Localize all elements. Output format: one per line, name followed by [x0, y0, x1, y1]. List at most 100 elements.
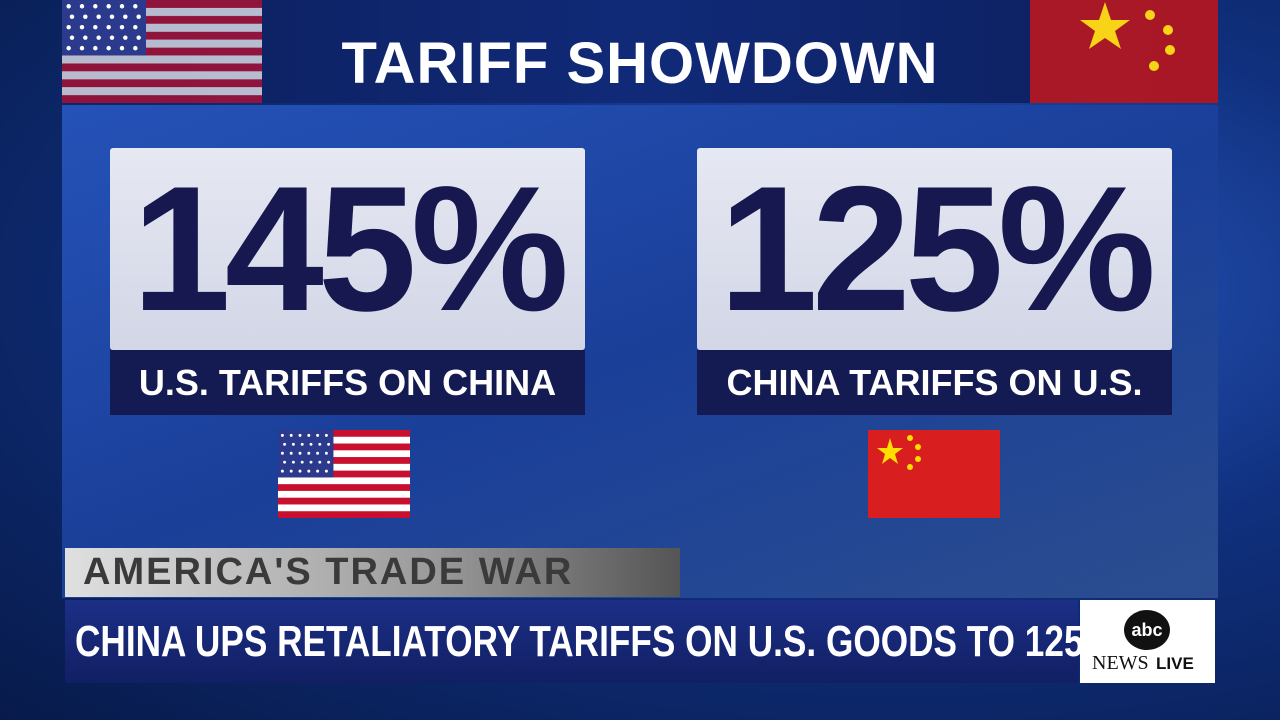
flag-stripe [62, 31, 262, 40]
flag-star [307, 451, 311, 455]
flag-stripe [62, 55, 262, 64]
show-banner: AMERICA'S TRADE WAR [65, 548, 680, 597]
china-flag-top [1030, 0, 1218, 103]
flag-star [106, 4, 111, 9]
title: TARIFF SHOWDOWN [341, 31, 939, 96]
flag-star [83, 35, 88, 40]
flag-stripe [278, 463, 410, 471]
logo-news: NEWS [1092, 652, 1149, 674]
logo-abc: abc [1124, 610, 1170, 650]
tariff-label: U.S. TARIFFS ON CHINA [110, 350, 585, 415]
flag-star [283, 442, 287, 446]
flag-stripe [278, 450, 410, 458]
flag-star [93, 4, 98, 9]
value-box [110, 148, 585, 350]
flag-star [79, 4, 85, 9]
flag-star [316, 451, 320, 455]
flag-stripe [278, 490, 410, 498]
flag-star [289, 451, 293, 455]
flag-star [324, 469, 328, 473]
flag-stripe [278, 504, 410, 512]
flag-star [79, 45, 85, 51]
tariff-value: 125% [718, 149, 1156, 348]
flag-star [283, 460, 287, 464]
flag-star [309, 442, 313, 446]
flag-stripe [62, 15, 262, 25]
flag-star [133, 45, 138, 51]
flag-star [119, 4, 125, 9]
flag-stripe [278, 443, 410, 451]
flag-star [280, 451, 284, 455]
flag-star [109, 14, 115, 19]
headline-bar [65, 600, 1078, 683]
flag-star [96, 35, 101, 40]
tariff-value: 145% [131, 149, 569, 348]
flag-star [280, 469, 284, 473]
flag-stripe [62, 39, 262, 48]
flag-star [119, 45, 125, 51]
flag-star [69, 14, 75, 19]
flag-stripe [62, 47, 262, 56]
flag-star [69, 35, 75, 40]
flag-star [289, 469, 293, 473]
flag-star [106, 45, 111, 51]
flag-star [309, 460, 313, 464]
flag-star [119, 24, 125, 30]
flag-stripe [278, 470, 410, 478]
flag-star [300, 460, 304, 464]
us-flag [278, 430, 410, 518]
flag-stripe [62, 87, 262, 96]
flag-star [66, 4, 71, 9]
flag-star [307, 469, 311, 473]
flag-star [318, 442, 322, 446]
flag-star [123, 35, 128, 40]
flag-stripe [278, 477, 410, 485]
flag-star [79, 24, 85, 30]
flag-star [324, 433, 328, 437]
flag-star [289, 433, 293, 437]
flag-star [133, 4, 138, 9]
flag-star [298, 433, 302, 437]
flag-star [291, 442, 295, 446]
flag-star [298, 451, 302, 455]
china-flag [868, 430, 1000, 518]
flag-canton [278, 430, 334, 478]
flag-canton [62, 0, 146, 56]
flag-star [93, 24, 98, 30]
flag-stripe [62, 7, 262, 17]
flag-stripe [278, 457, 410, 465]
flag-stripe [278, 484, 410, 492]
flag-stripe [62, 63, 262, 72]
flag-stripe [62, 95, 262, 103]
flag-star [327, 460, 331, 464]
flag-star [109, 35, 115, 40]
value-box [697, 148, 1172, 350]
flag-star [316, 433, 320, 437]
flag-stripe [278, 436, 410, 444]
flag-stripe [62, 0, 262, 9]
flag-star [298, 469, 302, 473]
flag-star [324, 451, 328, 455]
flag-star [66, 45, 71, 51]
flag-star [83, 14, 88, 19]
flag-star [291, 460, 295, 464]
flag-stripe [62, 23, 262, 32]
flag-star [136, 35, 141, 40]
flag-star [327, 442, 331, 446]
flag-stripe [62, 79, 262, 88]
tariff-label: CHINA TARIFFS ON U.S. [697, 350, 1172, 415]
flag-star [136, 14, 141, 19]
flag-star [93, 45, 98, 51]
flag-star [106, 24, 111, 30]
flag-star [307, 433, 311, 437]
flag-star [280, 433, 284, 437]
flag-star [318, 460, 322, 464]
headline: CHINA UPS RETALIATORY TARIFFS ON U.S. GO… [75, 617, 1115, 666]
flag-star [133, 24, 138, 30]
flag-stripe [278, 430, 410, 438]
flag-star [96, 14, 101, 19]
flag-star [123, 14, 128, 19]
flag-star [66, 24, 71, 30]
us-flag-top [62, 0, 262, 103]
